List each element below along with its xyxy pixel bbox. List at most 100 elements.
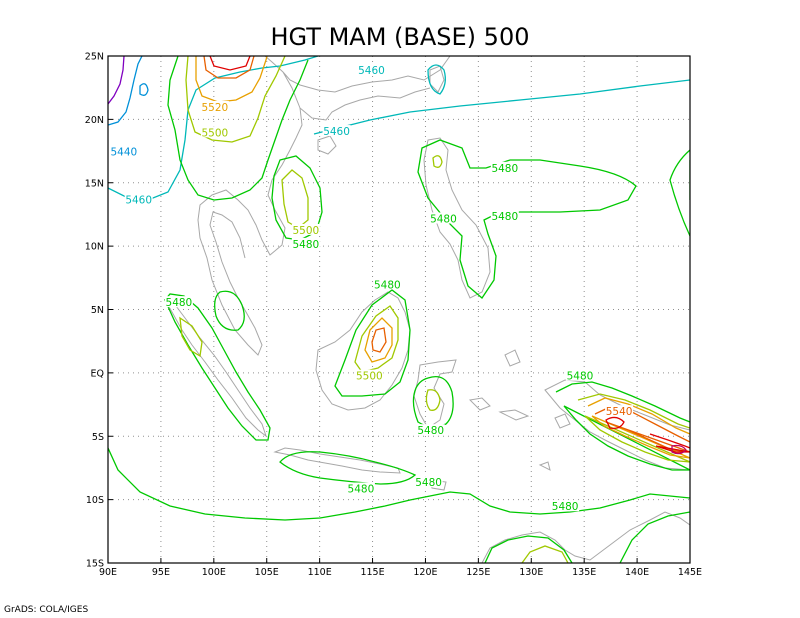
contour-label-5500: 5500 — [293, 225, 320, 237]
contour-labels: 5460 5460 5440 5460 5520 5500 5480 5480 5480 5500… — [109, 64, 634, 513]
contour-5480-png — [555, 381, 690, 471]
contour-label-5480: 5480 — [491, 211, 518, 223]
contour-5480-malay — [214, 290, 245, 331]
contour-label-5500: 5500 — [356, 371, 383, 383]
x-tick-label: 135E — [572, 567, 596, 578]
y-tick-label: 25N — [85, 52, 104, 63]
contour-5520-png — [587, 397, 690, 459]
contour-label-5440: 5440 — [111, 146, 138, 158]
contour-5540-west — [203, 56, 255, 79]
contour-5500-australia — [521, 545, 569, 563]
contour-label-5520: 5520 — [202, 102, 229, 114]
contour-label-5480: 5480 — [491, 163, 518, 175]
contour-5480-java — [279, 451, 417, 485]
coastline-asia-mainland — [197, 56, 451, 356]
x-tick-label: 145E — [678, 567, 702, 578]
credit-text: GrADS: COLA/IGES — [4, 605, 88, 615]
contour-label-bg — [490, 161, 519, 173]
contour-5500-luzon — [432, 155, 443, 168]
contour-label-bg — [200, 126, 229, 138]
contour-label-5480: 5480 — [166, 297, 193, 309]
contour-label-5480: 5480 — [415, 477, 442, 489]
contour-5480-luzon — [417, 139, 690, 299]
contour-5440-closed — [139, 83, 149, 96]
contour-5440 — [108, 56, 143, 126]
contour-5500-west — [185, 56, 286, 143]
contour-5480-australia — [484, 511, 690, 563]
contour-label-bg — [551, 500, 580, 512]
x-tick-label: 140E — [625, 567, 649, 578]
y-tick-label: 5S — [92, 432, 104, 443]
chart-title: HGT MAM (BASE) 500 — [271, 23, 530, 51]
contour-label-bg — [373, 278, 402, 290]
coastline-borneo — [315, 291, 411, 411]
contour-5480-south — [108, 447, 690, 521]
x-tick-label: 125E — [466, 567, 490, 578]
contour-label-bg — [322, 125, 351, 137]
contour-5520-west — [195, 56, 268, 103]
x-tick-label: 110E — [308, 567, 332, 578]
contour-label-bg — [164, 296, 193, 308]
contour-5460-closed — [427, 64, 446, 95]
y-tick-label: EQ — [91, 368, 104, 379]
contour-5560-west — [209, 56, 251, 71]
coastline-new-guinea — [544, 379, 690, 471]
contour-5480-indochina — [271, 155, 323, 241]
x-tick-label: 115E — [360, 567, 384, 578]
contour-label-bg — [416, 424, 445, 436]
contour-label-bg — [565, 369, 594, 381]
contour-label-5480: 5480 — [552, 501, 579, 513]
contour-label-bg — [109, 145, 138, 157]
contour-5420 — [108, 56, 125, 105]
contour-5540-borneo — [371, 327, 387, 353]
x-tick-label: 130E — [519, 567, 543, 578]
contour-label-5480: 5480 — [430, 214, 457, 226]
x-tick-label: 120E — [413, 567, 437, 578]
y-tick-label: 20N — [85, 115, 104, 126]
contour-5500-indochina — [281, 169, 309, 229]
contour-5480-sumatra — [164, 293, 271, 441]
contour-label-bg — [346, 482, 375, 494]
contour-label-5480: 5480 — [374, 279, 401, 291]
y-tick-label: 15S — [86, 559, 104, 570]
contour-5480-west — [167, 56, 309, 201]
axes: 90E 95E 100E 105E 110E 115E 120E 125E 130E 135E 14… — [85, 52, 702, 579]
y-tick-label: 10N — [85, 242, 104, 253]
contour-label-5480: 5480 — [417, 425, 444, 437]
contour-5480-borneo — [334, 289, 411, 397]
x-tick-label: 105E — [255, 567, 279, 578]
contour-label-5480: 5480 — [567, 371, 594, 383]
y-tick-label: 15N — [85, 178, 104, 189]
contour-label-bg — [200, 100, 229, 112]
contour-5500-sumatra — [179, 316, 203, 358]
coastline-philippines — [423, 137, 491, 299]
contour-5500-sulawesi — [425, 389, 441, 411]
contour-label-bg — [429, 212, 458, 224]
contour-label-bg — [414, 476, 443, 488]
contour-label-bg — [291, 237, 320, 249]
x-tick-label: 100E — [202, 567, 226, 578]
contour-label-bg — [605, 405, 634, 417]
contour-label-5540: 5540 — [606, 406, 633, 418]
contour-label-5480: 5480 — [293, 239, 320, 251]
contour-label-bg — [490, 209, 519, 221]
y-tick-label: 10S — [86, 495, 104, 506]
contour-label-5480: 5480 — [348, 483, 375, 495]
x-tick-label: 90E — [99, 567, 117, 578]
coastline-australia — [481, 511, 690, 563]
contour-label-5460: 5460 — [358, 65, 385, 77]
contour-5500-png — [577, 393, 690, 463]
contour-label-bg — [291, 223, 320, 235]
contour-label-5500: 5500 — [202, 127, 229, 139]
contour-label-bg — [124, 193, 153, 205]
y-tick-label: 5N — [91, 305, 104, 316]
contour-5580-png — [671, 444, 687, 455]
contour-label-bg — [355, 369, 384, 381]
coastline-small-islands — [429, 349, 571, 491]
contour-label-5460: 5460 — [125, 194, 152, 206]
contour-label-5460: 5460 — [323, 126, 350, 138]
contour-5520-borneo — [364, 317, 393, 363]
contour-label-bg — [357, 64, 386, 76]
x-tick-label: 95E — [152, 567, 170, 578]
